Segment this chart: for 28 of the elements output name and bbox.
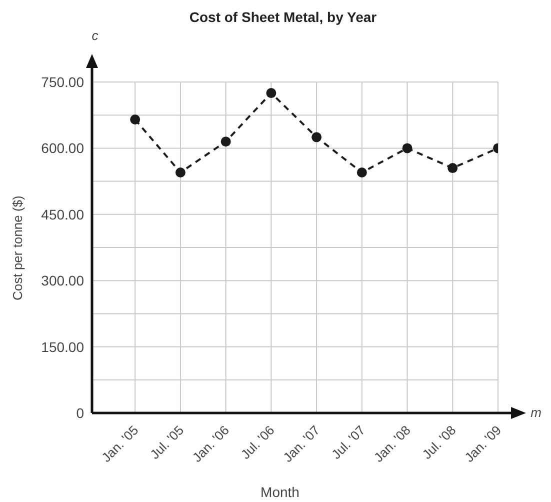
chart-title: Cost of Sheet Metal, by Year <box>189 9 378 25</box>
point <box>130 114 140 125</box>
x-tick-label: Jul. '07 <box>328 422 368 462</box>
point <box>266 88 276 98</box>
y-tick-label: 0 <box>76 404 84 421</box>
point <box>356 167 367 178</box>
point <box>448 163 458 174</box>
x-tick-label: Jan. '05 <box>98 422 142 466</box>
y-tick-label: 450.00 <box>41 206 84 222</box>
y-tick-label: 150.00 <box>41 338 84 355</box>
y-tick-label: 600.00 <box>41 140 84 156</box>
y-axis-title: Cost per tonne ($) <box>10 196 25 300</box>
x-tick-label: Jan. '09 <box>462 422 504 466</box>
text: c <box>92 28 99 43</box>
x-tick-label: Jul. '08 <box>419 422 459 462</box>
point <box>312 132 322 142</box>
point <box>220 136 231 147</box>
x-axis-title: Month <box>260 484 300 500</box>
point <box>402 143 412 154</box>
y-tick-label: 300.00 <box>41 272 84 289</box>
y-tick-label: 750.00 <box>41 74 84 90</box>
text: m <box>530 405 542 420</box>
x-tick-label: Jan. '06 <box>189 422 232 466</box>
x-tick-label: Jan. '07 <box>280 422 323 466</box>
x-tick-label: Jan. '08 <box>370 422 414 466</box>
x-tick-label: Jul. '06 <box>238 422 278 462</box>
x-tick-label: Jul. '05 <box>147 422 187 462</box>
point <box>175 167 186 178</box>
